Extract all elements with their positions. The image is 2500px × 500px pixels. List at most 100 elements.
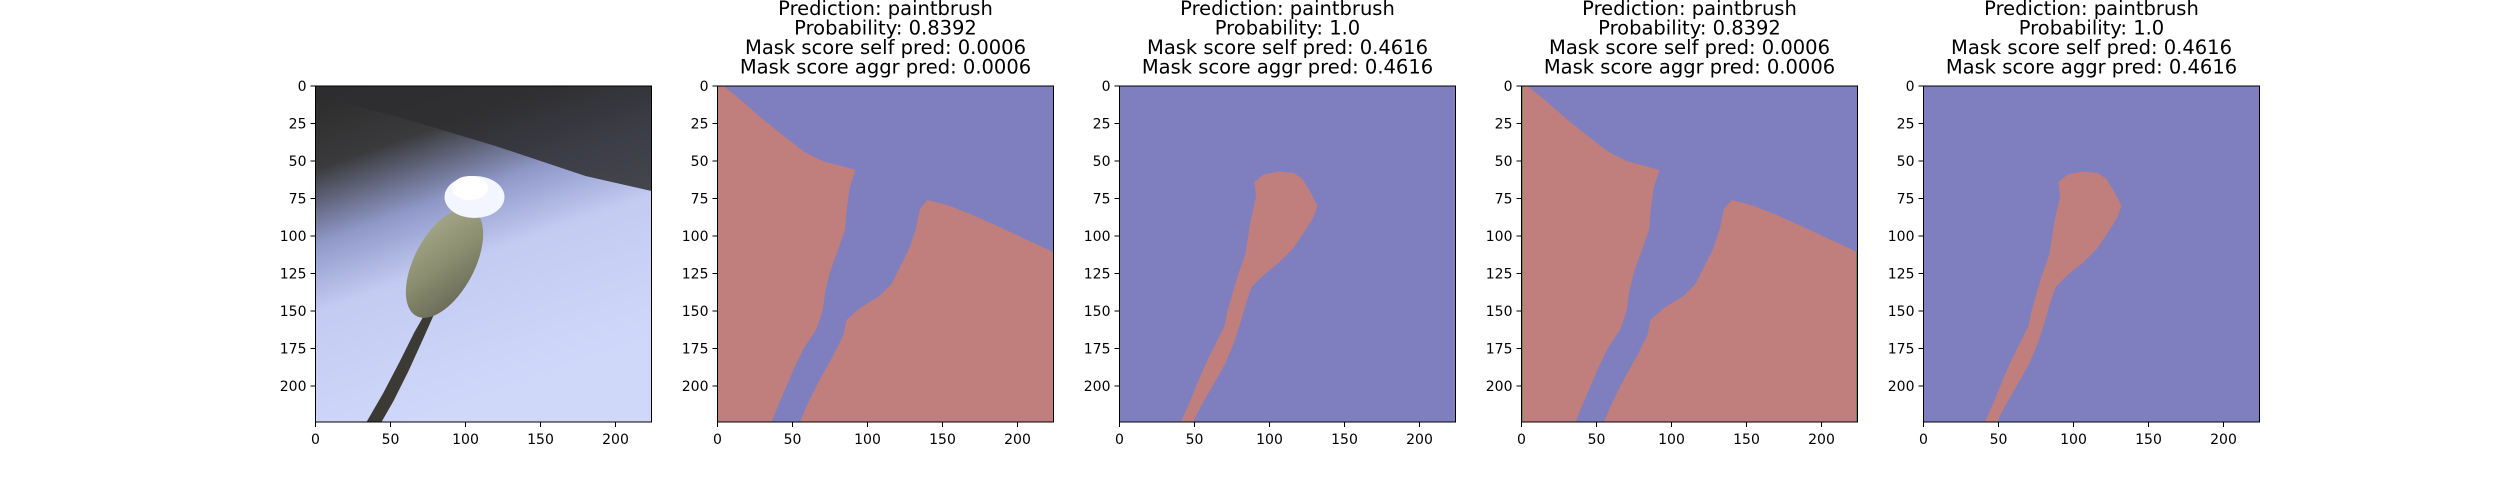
image-area	[717, 86, 1054, 422]
x-tick-label: 200	[1406, 432, 1433, 448]
panel-title-line: Mask score self pred: 0.4616	[1951, 36, 2232, 59]
y-tick-label: 50	[1495, 154, 1513, 170]
panel-title-line: Probability: 1.0	[2019, 17, 2164, 40]
x-tick-label: 100	[2060, 432, 2087, 448]
axes: 0 50 100 150 200 0 25 50 75 100 125 150 175 200	[1084, 79, 1456, 448]
panel-title-line: Mask score aggr pred: 0.0006	[1544, 56, 1835, 79]
y-tick-label: 100	[682, 229, 709, 245]
branch-stem	[366, 311, 436, 422]
x-tick-label: 0	[1517, 432, 1526, 448]
x-tick-label: 200	[1004, 432, 1031, 448]
x-tick-label: 0	[713, 432, 722, 448]
axis-ticks: 0 50 100 150 200 0 25 50 75 100 125 150 175 200	[1084, 79, 1433, 448]
mask-region-right	[800, 200, 1054, 422]
axes: 0 50 100 150 200 0 25 50 75 100 125 150 175 200	[1486, 79, 1858, 448]
y-tick-label: 25	[1495, 117, 1513, 133]
panel-title-line: Mask score self pred: 0.0006	[745, 36, 1026, 59]
y-tick-label: 175	[682, 342, 709, 358]
x-tick-label: 150	[1733, 432, 1760, 448]
x-tick-label: 50	[784, 432, 802, 448]
axes-frame	[1119, 85, 1456, 423]
axis-ticks: 0 50 100 150 200 0 25 50 75 100 125 150 175 200	[682, 79, 1031, 448]
y-tick-label: 50	[1093, 154, 1111, 170]
y-tick-label: 150	[280, 304, 307, 320]
y-tick-label: 25	[289, 117, 307, 133]
x-tick-label: 100	[854, 432, 881, 448]
y-tick-label: 100	[280, 229, 307, 245]
y-tick-label: 75	[1093, 192, 1111, 208]
y-tick-label: 125	[1084, 267, 1111, 283]
y-tick-label: 200	[1486, 379, 1513, 395]
y-tick-label: 125	[1888, 267, 1915, 283]
x-tick-label: 50	[382, 432, 400, 448]
x-tick-label: 0	[311, 432, 320, 448]
mask-region-catkin	[1181, 171, 1318, 422]
y-tick-label: 25	[1093, 117, 1111, 133]
panel-title-line: Probability: 0.8392	[794, 17, 977, 40]
image-area	[1923, 86, 2260, 422]
y-tick-label: 175	[280, 342, 307, 358]
axes: 0 50 100 150 200 0 25 50 75 100 125 150 175 200	[1888, 79, 2260, 448]
panel-title-line: Mask score self pred: 0.4616	[1147, 36, 1428, 59]
y-tick-label: 200	[1888, 379, 1915, 395]
panel-title-line: Mask score aggr pred: 0.0006	[740, 56, 1031, 79]
panel-1: 0 50 100 150 200 0 25 50 75 100 125 150 175 200	[280, 79, 652, 448]
axes: 0 50 100 150 200 0 25 50 75 100 125 150 175 200	[682, 79, 1054, 448]
panel-title-line: Probability: 1.0	[1215, 17, 1360, 40]
y-tick-label: 150	[682, 304, 709, 320]
y-tick-label: 75	[1897, 192, 1915, 208]
axis-ticks: 0 50 100 150 200 0 25 50 75 100 125 150 175 200	[1888, 79, 2237, 448]
y-tick-label: 75	[1495, 192, 1513, 208]
x-tick-label: 0	[1115, 432, 1124, 448]
axis-ticks: 0 50 100 150 200 0 25 50 75 100 125 150 175 200	[1486, 79, 1835, 448]
panel-title-line: Prediction: paintbrush	[1582, 0, 1797, 20]
panel-title-line: Mask score self pred: 0.0006	[1549, 36, 1830, 59]
x-tick-label: 50	[1588, 432, 1606, 448]
y-tick-label: 0	[1102, 79, 1111, 95]
y-tick-label: 125	[280, 267, 307, 283]
x-tick-label: 50	[1186, 432, 1204, 448]
x-tick-label: 0	[1919, 432, 1928, 448]
mask-region-left	[717, 86, 856, 422]
axis-ticks: 0 50 100 150 200 0 25 50 75 100 125 150 175 200	[280, 79, 629, 448]
y-tick-label: 150	[1888, 304, 1915, 320]
y-tick-label: 200	[682, 379, 709, 395]
panel-title-line: Prediction: paintbrush	[1984, 0, 2199, 20]
image-area	[315, 86, 652, 422]
axes-frame	[1521, 85, 1858, 423]
x-tick-label: 150	[527, 432, 554, 448]
y-tick-label: 175	[1888, 342, 1915, 358]
y-tick-label: 150	[1486, 304, 1513, 320]
axes-frame	[1923, 85, 2260, 423]
x-tick-label: 50	[1990, 432, 2008, 448]
y-tick-label: 175	[1486, 342, 1513, 358]
y-tick-label: 0	[298, 79, 307, 95]
y-tick-label: 50	[691, 154, 709, 170]
panel-title-line: Mask score aggr pred: 0.4616	[1946, 56, 2237, 79]
x-tick-label: 150	[1331, 432, 1358, 448]
y-tick-label: 200	[1084, 379, 1111, 395]
x-tick-label: 100	[452, 432, 479, 448]
axes: 0 50 100 150 200 0 25 50 75 100 125 150 175 200	[280, 79, 652, 448]
y-tick-label: 25	[1897, 117, 1915, 133]
snow-highlight	[452, 176, 488, 200]
panel-title-line: Probability: 0.8392	[1598, 17, 1781, 40]
y-tick-label: 150	[1084, 304, 1111, 320]
y-tick-label: 175	[1084, 342, 1111, 358]
dark-foliage	[315, 86, 652, 191]
x-tick-label: 100	[1256, 432, 1283, 448]
x-tick-label: 150	[2135, 432, 2162, 448]
y-tick-label: 0	[700, 79, 709, 95]
x-tick-label: 100	[1658, 432, 1685, 448]
panel-title-line: Prediction: paintbrush	[778, 0, 993, 20]
y-tick-label: 75	[289, 192, 307, 208]
axes-frame	[717, 85, 1054, 423]
y-tick-label: 50	[289, 154, 307, 170]
catkin-bud	[405, 208, 484, 318]
y-tick-label: 100	[1888, 229, 1915, 245]
x-tick-label: 200	[1808, 432, 1835, 448]
y-tick-label: 50	[1897, 154, 1915, 170]
